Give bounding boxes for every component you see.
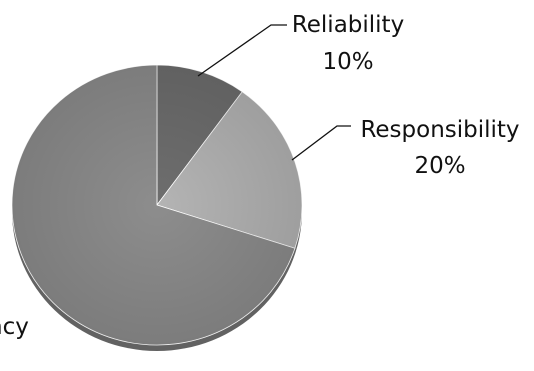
slice-label-responsibility: Responsibility [360, 117, 519, 143]
slice-value-reliability: 10% [322, 49, 373, 75]
leader-line-responsibility [291, 125, 351, 161]
pie-shading [12, 65, 302, 345]
slice-label-reliability: Reliability [292, 12, 404, 38]
pie-slices [11, 64, 303, 346]
slice-value-responsibility: 20% [414, 153, 465, 179]
leader-line-reliability [197, 24, 287, 77]
slice-label-third: ncy [0, 314, 29, 340]
